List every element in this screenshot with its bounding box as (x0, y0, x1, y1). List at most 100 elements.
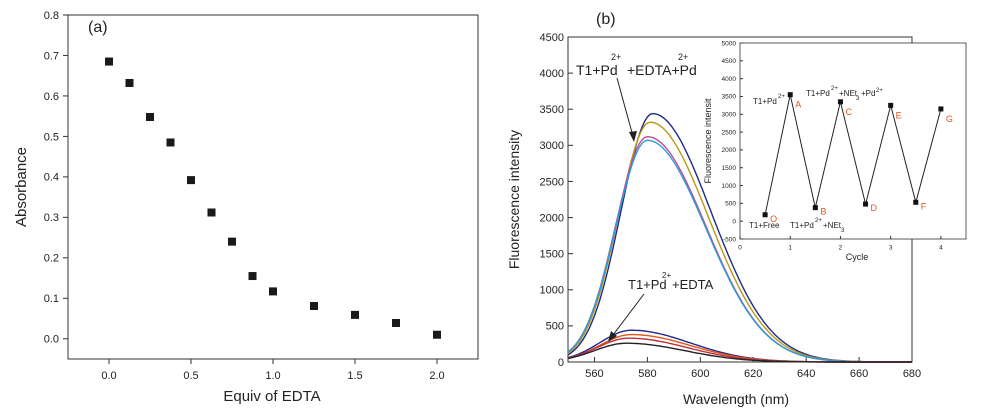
cycle-point-label: G (946, 114, 953, 124)
inset-bottom-sup: 2+ (815, 218, 822, 224)
inset-y-tick-label: 4000 (722, 76, 737, 83)
data-point (351, 310, 359, 319)
cycle-point (812, 205, 818, 211)
annotation-lower-main: T1+Pd (628, 277, 667, 292)
panel-a-x-axis: 0.0 0.5 1.0 1.5 2.0 (101, 359, 445, 382)
inset-y-tick-label: 3000 (722, 112, 737, 119)
inset-y-tick-label: 4500 (722, 58, 737, 65)
annotation-upper-mid: +EDTA+Pd (627, 62, 697, 78)
panel-b-y-tick-label: 3500 (540, 104, 564, 116)
panel-a-plot-frame (67, 14, 479, 360)
inset-net-mid: +NEt (839, 89, 858, 98)
panel-a-x-tick-label: 2.0 (429, 370, 444, 382)
inset-annotation-free: T1+Free (749, 221, 780, 230)
inset-x-axis: 0 1 2 3 4 (738, 236, 943, 252)
panel-a-x-tick-label: 1.5 (347, 370, 362, 382)
panel-b-y-tick-label: 1000 (540, 285, 564, 297)
data-point (166, 138, 175, 147)
panel-b-y-tick-label: 2000 (540, 212, 564, 224)
panel-b-x-axis-label: Wavelength (nm) (683, 391, 789, 407)
cycle-point (863, 201, 869, 207)
inset-bottom-main: T1+Pd (790, 221, 814, 230)
panel-b-curves (567, 112, 912, 363)
cycle-point (938, 106, 944, 112)
inset-y-axis: -500 0 500 1000 1500 2000 2500 3000 3500 4000 4500… (722, 40, 743, 243)
data-point (146, 112, 154, 121)
panel-b-y-axis: 0 500 1000 1500 2000 2500 3000 3500 4000 4500 (540, 32, 573, 369)
data-point (207, 208, 216, 217)
annotation-upper-arrow (616, 77, 635, 141)
annotation-upper-sup1: 2+ (611, 52, 621, 62)
panel-a-x-tick-label: 1.0 (265, 370, 280, 382)
panel-b-y-tick-label: 500 (546, 321, 564, 333)
inset-x-tick-label: 2 (839, 245, 843, 252)
annotation-upper: T1+Pd 2+ +EDTA+Pd 2+ (576, 52, 697, 142)
panel-b-y-axis-label: Fluorescence intensity (506, 130, 522, 269)
inset-net-sup2: 2+ (876, 88, 883, 94)
inset-annotation-bottom: T1+Pd 2+ +NEt 3 (790, 218, 845, 234)
inset-annotation-net: T1+Pd 2+ +NEt 3 +Pd 2+ (806, 86, 883, 102)
panel-b-x-axis: 560 580 600 620 640 660 680 (585, 357, 921, 380)
panel-b-x-tick-label: 600 (691, 368, 709, 380)
inset-x-tick-label: 1 (788, 245, 792, 252)
inset-annotation-t1pd: T1+Pd 2+ (753, 94, 785, 106)
inset-plot-frame (739, 42, 967, 240)
cycle-point-label: F (921, 201, 927, 211)
inset-series: O A B C D E F G (762, 92, 953, 224)
inset-y-tick-label: 1500 (722, 165, 737, 172)
panel-a-y-tick-label: 0.1 (44, 293, 59, 305)
cycle-point-label: O (770, 214, 777, 224)
cycle-line (764, 94, 942, 215)
data-point (125, 78, 134, 87)
panel-a-x-tick-label: 0.0 (101, 370, 116, 382)
panel-a-y-axis: 0.0 0.1 0.2 0.3 0.4 0.5 0.6 0.7 0.8 (44, 10, 68, 346)
inset-x-tick-label: 4 (939, 245, 943, 252)
panel-a-y-tick-label: 0.2 (44, 253, 59, 265)
panel-a-points (105, 57, 441, 339)
cycle-point-label: E (896, 110, 902, 120)
panel-b-y-tick-label: 4000 (540, 68, 564, 80)
annotation-lower: T1+Pd 2+ +EDTA (608, 271, 714, 342)
panel-b-x-tick-label: 680 (903, 368, 921, 380)
cycle-point-label: A (795, 100, 801, 110)
cycle-point (762, 212, 768, 218)
panel-a-y-axis-label: Absorbance (13, 147, 30, 227)
annotation-upper-sup2: 2+ (678, 52, 688, 62)
annotation-upper-main: T1+Pd (576, 62, 618, 78)
cycle-point-label: D (871, 203, 878, 213)
inset-panel: -500050010001500200025003000350040004500… (703, 40, 967, 262)
inset-y-tick-label: 5000 (722, 40, 737, 47)
panel-a-y-tick-label: 0.6 (44, 91, 59, 103)
annotation-lower-arrow (609, 293, 645, 340)
panel-b-x-tick-label: 580 (638, 368, 656, 380)
inset-y-axis-label: Fluorescence intensit (703, 98, 713, 184)
data-point (310, 301, 318, 310)
data-point (433, 330, 441, 339)
annotation-lower-mid: +EDTA (672, 277, 714, 292)
panel-a: (a) 0.0 0.1 0.2 0.3 0.4 0.5 0.6 0.7 0.8 0.0 0.5 1.… (13, 10, 479, 405)
inset-x-axis-label: Cycle (846, 252, 869, 262)
inset-bottom-sub: 3 (841, 228, 845, 234)
inset-y-tick-label: 2000 (722, 147, 737, 154)
inset-net-sub: 3 (856, 96, 860, 102)
inset-t1pd-main: T1+Pd (753, 97, 777, 106)
inset-t1pd-sup: 2+ (778, 94, 785, 100)
panel-b: (b) 050010001500200025003000350040004500… (506, 11, 921, 407)
panel-a-x-axis-label: Equiv of EDTA (223, 388, 320, 405)
inset-y-tick-label: 3500 (722, 94, 737, 101)
inset-y-tick-label: 500 (725, 201, 736, 208)
data-point (392, 318, 400, 327)
inset-y-tick-label: 1000 (722, 183, 737, 190)
inset-x-tick-label: 0 (738, 245, 742, 252)
annotation-upper-arrowhead (629, 131, 637, 142)
inset-net-main: T1+Pd (806, 89, 830, 98)
data-point (228, 237, 236, 246)
spectrum-line (567, 337, 912, 363)
panel-a-y-tick-label: 0.3 (44, 212, 59, 224)
data-point (248, 272, 257, 281)
cycle-point-label: B (820, 207, 826, 217)
data-point (105, 57, 113, 66)
panel-b-y-tick-label: 1500 (540, 249, 564, 261)
panel-a-x-tick-label: 0.5 (183, 370, 198, 382)
